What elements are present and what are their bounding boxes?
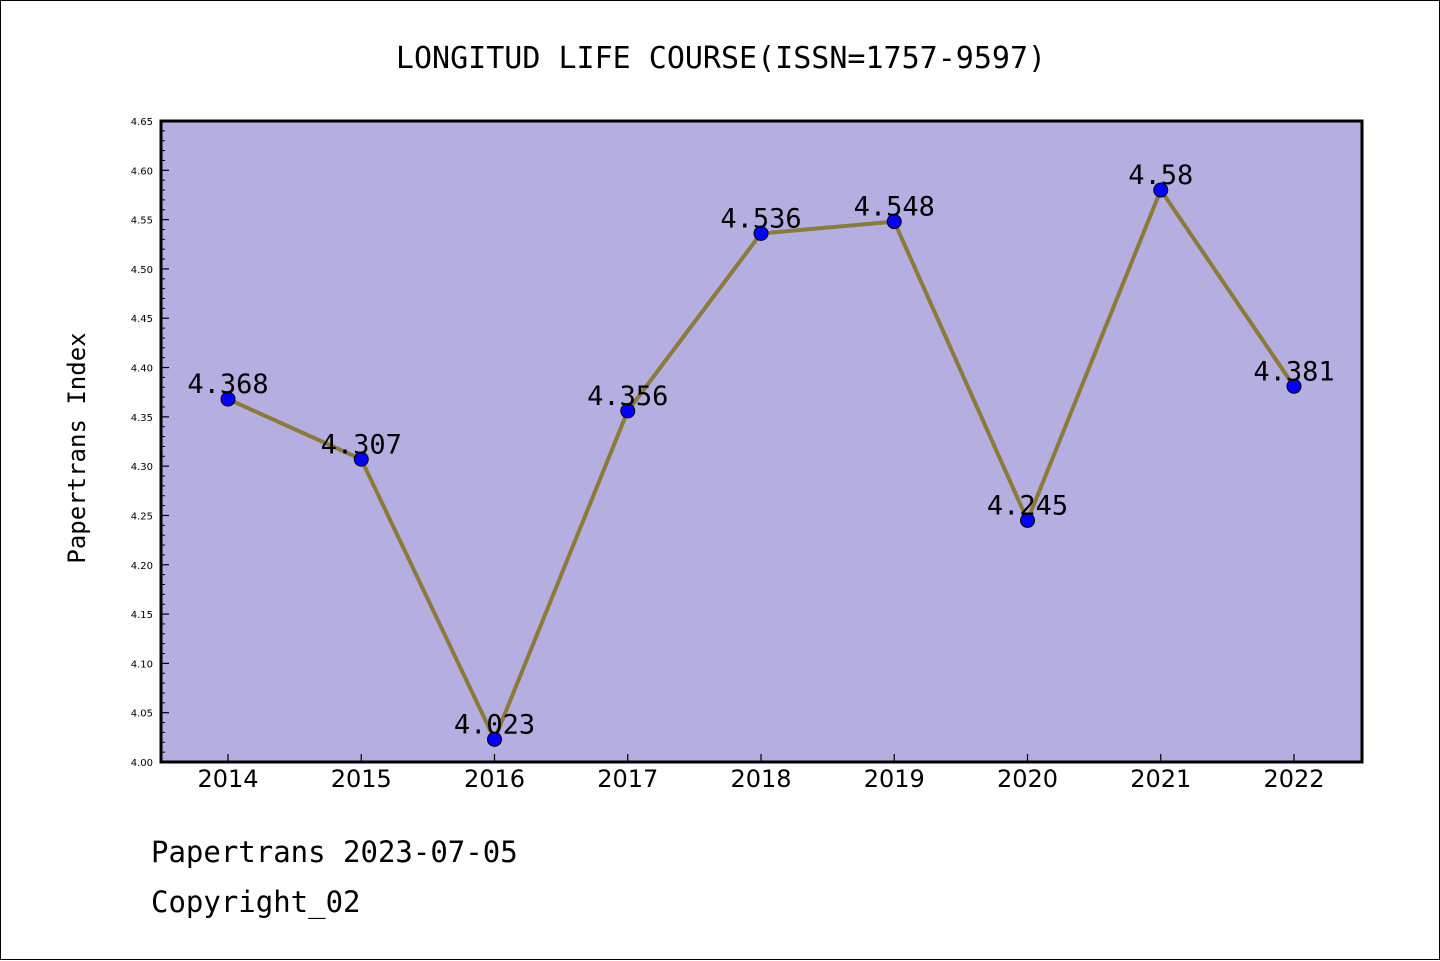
footer-source: Papertrans 2023-07-05 — [151, 835, 518, 869]
data-label: 4.356 — [587, 381, 668, 412]
series-markers — [220, 182, 1302, 747]
footer-copyright: Copyright_02 — [151, 885, 361, 919]
chart-title: LONGITUD LIFE COURSE(ISSN=1757-9597) — [396, 41, 1046, 76]
data-label: 4.307 — [321, 429, 402, 460]
x-tick-label: 2016 — [464, 765, 525, 793]
x-tick-label: 2020 — [997, 765, 1058, 793]
y-axis: 4.00 4.05 4.10 4.15 4.20 4.25 4.30 4.35 4.40 4.45… — [131, 117, 169, 769]
y-tick-label: 4.25 — [131, 511, 153, 522]
x-tick-label: 2022 — [1263, 765, 1324, 793]
y-tick-label: 4.60 — [131, 166, 153, 177]
data-point — [353, 451, 369, 467]
x-tick-label: 2015 — [331, 765, 392, 793]
y-axis-label: Papertrans Index — [63, 332, 91, 563]
data-point — [487, 731, 502, 747]
data-point — [753, 225, 769, 241]
y-tick-label: 4.30 — [131, 462, 153, 473]
y-tick-label: 4.10 — [131, 659, 153, 670]
data-point — [620, 403, 636, 419]
y-tick-label: 4.40 — [131, 364, 153, 375]
data-label: 4.368 — [187, 369, 268, 400]
x-tick-label: 2021 — [1130, 765, 1191, 793]
x-tick-label: 2017 — [597, 765, 658, 793]
x-tick-label: 2019 — [864, 765, 925, 793]
x-axis: 2014 2015 2016 2017 2018 2019 2020 2021 2022 — [197, 754, 1325, 793]
y-tick-label: 4.45 — [131, 314, 153, 325]
data-label: 4.536 — [720, 203, 801, 234]
x-tick-label: 2014 — [197, 765, 258, 793]
y-tick-label: 4.05 — [131, 709, 153, 720]
data-label: 4.023 — [454, 709, 535, 740]
y-tick-label: 4.20 — [131, 561, 153, 572]
y-tick-label: 4.55 — [131, 216, 153, 227]
y-tick-label: 4.15 — [131, 610, 153, 621]
data-label: 4.381 — [1253, 356, 1334, 387]
data-label: 4.548 — [854, 192, 935, 223]
y-tick-label: 4.00 — [131, 758, 153, 769]
x-tick-label: 2018 — [730, 765, 791, 793]
data-label: 4.58 — [1128, 160, 1193, 191]
y-tick-label: 4.50 — [131, 265, 153, 276]
data-point — [1153, 182, 1169, 198]
data-label: 4.245 — [987, 490, 1068, 521]
data-point — [220, 391, 236, 407]
y-tick-label: 4.65 — [131, 117, 153, 128]
data-point — [886, 214, 902, 230]
data-point — [1286, 378, 1302, 394]
data-point — [1020, 512, 1035, 528]
data-labels: 4.368 4.307 4.023 4.356 4.536 4.548 4.245 4.58 4… — [187, 160, 1334, 740]
y-tick-label: 4.35 — [131, 413, 153, 424]
